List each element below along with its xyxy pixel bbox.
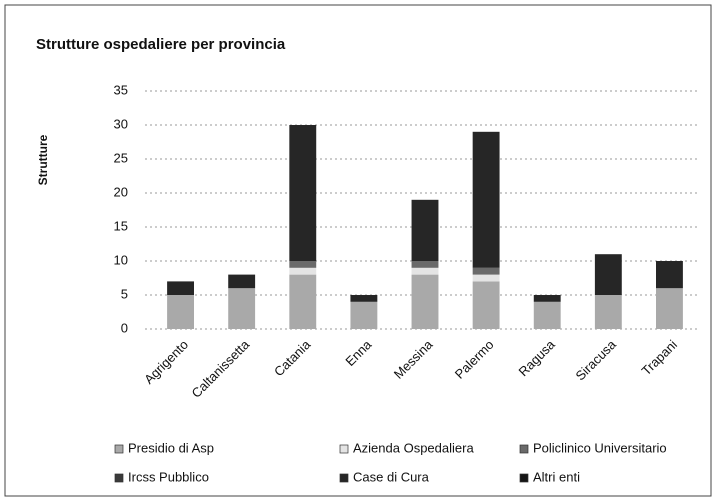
- bar-segment: [533, 295, 561, 302]
- legend-swatch: [114, 473, 124, 483]
- legend-label: Azienda Ospedaliera: [353, 440, 474, 455]
- bar-segment: [411, 267, 439, 275]
- bar-segment: [472, 281, 500, 329]
- legend-label: Policlinico Universitario: [533, 440, 667, 455]
- bar-segment: [167, 295, 194, 329]
- legend-swatch: [114, 444, 124, 454]
- bar-segment: [289, 125, 317, 261]
- bar-segment: [411, 274, 439, 329]
- y-tick-label: 30: [114, 116, 128, 131]
- bar-segment: [594, 295, 622, 329]
- bar-segment: [228, 288, 256, 329]
- legend-label: Case di Cura: [353, 469, 430, 484]
- bar-segment: [167, 281, 194, 295]
- y-tick-label: 15: [114, 218, 128, 233]
- legend-label: Ircss Pubblico: [128, 469, 209, 484]
- bar-segment: [289, 261, 317, 268]
- bar-segment: [594, 254, 622, 295]
- y-tick-label: 25: [114, 150, 128, 165]
- bar-segment: [350, 301, 378, 329]
- bar-segment: [411, 199, 439, 261]
- bar-segment: [289, 274, 317, 329]
- chart-frame: [4, 4, 712, 497]
- y-tick-label: 0: [121, 320, 128, 335]
- y-tick-label: 20: [114, 184, 128, 199]
- bar-segment: [472, 274, 500, 282]
- legend-label: Presidio di Asp: [128, 440, 214, 455]
- legend-swatch: [519, 444, 529, 454]
- legend-label: Altri enti: [533, 469, 580, 484]
- y-tick-label: 10: [114, 252, 128, 267]
- bar-segment: [533, 301, 561, 329]
- y-axis-label: Strutture: [36, 134, 50, 185]
- y-tick-label: 35: [114, 82, 128, 97]
- bar-segment: [228, 274, 256, 289]
- bar-segment: [350, 295, 378, 302]
- bar-segment: [472, 267, 500, 275]
- bar-segment: [656, 288, 683, 329]
- chart-title: Strutture ospedaliere per provincia: [36, 36, 286, 53]
- legend-swatch: [339, 444, 349, 454]
- bar-segment: [289, 267, 317, 275]
- y-tick-label: 5: [121, 286, 128, 301]
- bar-segment: [472, 131, 500, 268]
- legend-swatch: [339, 473, 349, 483]
- bar-segment: [656, 261, 683, 289]
- legend-swatch: [519, 473, 529, 483]
- bar-segment: [411, 261, 439, 268]
